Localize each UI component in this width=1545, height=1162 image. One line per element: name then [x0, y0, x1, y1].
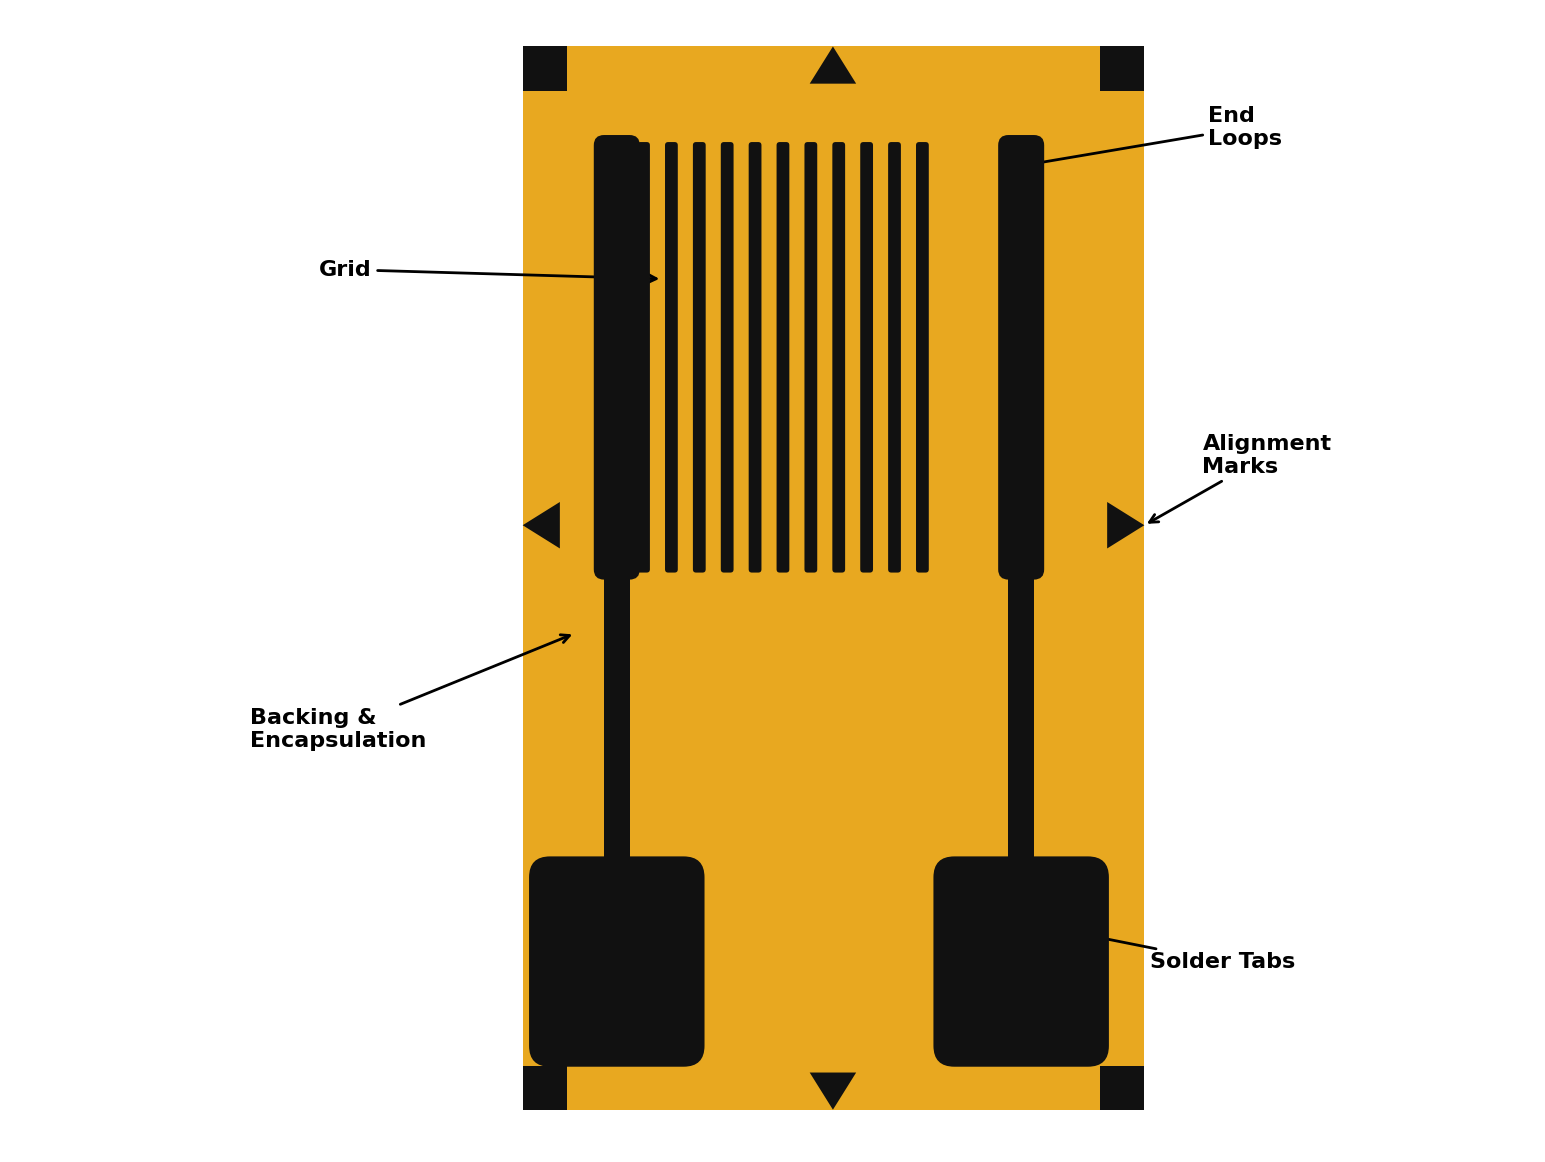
Polygon shape	[810, 46, 856, 84]
FancyBboxPatch shape	[664, 142, 678, 573]
Bar	[1100, 46, 1145, 91]
Text: Backing &
Encapsulation: Backing & Encapsulation	[250, 634, 570, 752]
Bar	[522, 1066, 567, 1110]
FancyBboxPatch shape	[833, 142, 845, 573]
Polygon shape	[522, 502, 559, 548]
FancyBboxPatch shape	[916, 142, 929, 573]
Bar	[522, 46, 1145, 1110]
FancyBboxPatch shape	[637, 142, 650, 573]
FancyBboxPatch shape	[861, 142, 873, 573]
Text: Solder Tabs: Solder Tabs	[978, 911, 1295, 973]
FancyBboxPatch shape	[749, 142, 762, 573]
FancyBboxPatch shape	[777, 142, 789, 573]
Polygon shape	[1108, 502, 1145, 548]
FancyBboxPatch shape	[722, 142, 734, 573]
FancyBboxPatch shape	[888, 142, 901, 573]
Text: Grid: Grid	[320, 259, 657, 282]
Bar	[1009, 569, 1034, 877]
Polygon shape	[810, 1073, 856, 1110]
Text: Alignment
Marks: Alignment Marks	[1149, 433, 1332, 522]
FancyBboxPatch shape	[692, 142, 706, 573]
Bar	[1100, 1066, 1145, 1110]
FancyBboxPatch shape	[998, 135, 1044, 580]
Bar	[604, 569, 629, 877]
Bar	[522, 46, 567, 91]
Text: End
Loops: End Loops	[1032, 106, 1282, 166]
FancyBboxPatch shape	[528, 856, 705, 1067]
FancyBboxPatch shape	[933, 856, 1109, 1067]
FancyBboxPatch shape	[593, 135, 640, 580]
FancyBboxPatch shape	[805, 142, 817, 573]
